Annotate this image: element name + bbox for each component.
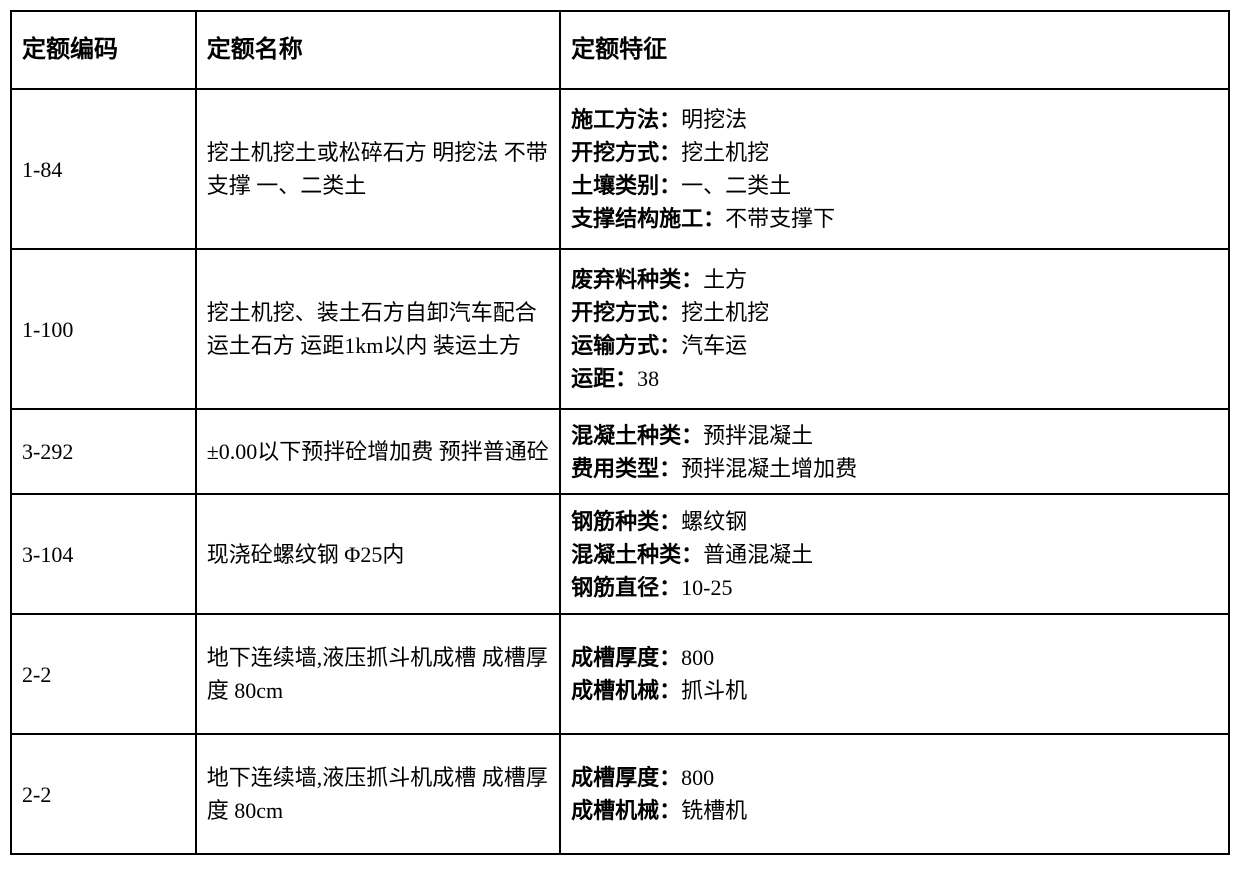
feature-line: 混凝土种类：普通混凝土: [571, 538, 1218, 571]
header-code: 定额编码: [11, 11, 196, 89]
cell-code: 3-292: [11, 409, 196, 494]
feature-value: 不带支撑下: [725, 206, 835, 231]
table-row: 3-292±0.00以下预拌砼增加费 预拌普通砼混凝土种类：预拌混凝土费用类型：…: [11, 409, 1229, 494]
feature-value: 一、二类土: [681, 173, 791, 198]
cell-name: 地下连续墙,液压抓斗机成槽 成槽厚度 80cm: [196, 734, 560, 854]
feature-line: 废弃料种类：土方: [571, 263, 1218, 296]
table-row: 1-100挖土机挖、装土石方自卸汽车配合运土石方 运距1km以内 装运土方废弃料…: [11, 249, 1229, 409]
feature-line: 成槽厚度：800: [571, 761, 1218, 794]
feature-label: 开挖方式：: [571, 300, 681, 325]
table-row: 2-2地下连续墙,液压抓斗机成槽 成槽厚度 80cm成槽厚度：800成槽机械：铣…: [11, 734, 1229, 854]
cell-feature: 成槽厚度：800成槽机械：铣槽机: [560, 734, 1229, 854]
feature-label: 成槽厚度：: [571, 765, 681, 790]
table-row: 3-104现浇砼螺纹钢 Φ25内钢筋种类：螺纹钢混凝土种类：普通混凝土钢筋直径：…: [11, 494, 1229, 614]
feature-label: 成槽机械：: [571, 798, 681, 823]
feature-label: 运距：: [571, 366, 637, 391]
cell-feature: 施工方法：明挖法开挖方式：挖土机挖土壤类别：一、二类土支撑结构施工：不带支撑下: [560, 89, 1229, 249]
feature-line: 支撑结构施工：不带支撑下: [571, 202, 1218, 235]
table-row: 1-84挖土机挖土或松碎石方 明挖法 不带支撑 一、二类土施工方法：明挖法开挖方…: [11, 89, 1229, 249]
cell-feature: 钢筋种类：螺纹钢混凝土种类：普通混凝土钢筋直径：10-25: [560, 494, 1229, 614]
cell-name: 挖土机挖、装土石方自卸汽车配合运土石方 运距1km以内 装运土方: [196, 249, 560, 409]
cell-name: 地下连续墙,液压抓斗机成槽 成槽厚度 80cm: [196, 614, 560, 734]
feature-label: 废弃料种类：: [571, 267, 703, 292]
table-body: 1-84挖土机挖土或松碎石方 明挖法 不带支撑 一、二类土施工方法：明挖法开挖方…: [11, 89, 1229, 854]
header-feature: 定额特征: [560, 11, 1229, 89]
cell-name: ±0.00以下预拌砼增加费 预拌普通砼: [196, 409, 560, 494]
feature-value: 汽车运: [681, 333, 747, 358]
cell-feature: 成槽厚度：800成槽机械：抓斗机: [560, 614, 1229, 734]
feature-value: 抓斗机: [681, 678, 747, 703]
feature-line: 开挖方式：挖土机挖: [571, 136, 1218, 169]
cell-code: 3-104: [11, 494, 196, 614]
feature-value: 普通混凝土: [703, 542, 813, 567]
feature-line: 运输方式：汽车运: [571, 329, 1218, 362]
feature-label: 运输方式：: [571, 333, 681, 358]
feature-label: 混凝土种类：: [571, 423, 703, 448]
feature-line: 开挖方式：挖土机挖: [571, 296, 1218, 329]
feature-value: 预拌混凝土增加费: [681, 456, 857, 481]
feature-value: 螺纹钢: [681, 509, 747, 534]
cell-code: 2-2: [11, 734, 196, 854]
table-row: 2-2地下连续墙,液压抓斗机成槽 成槽厚度 80cm成槽厚度：800成槽机械：抓…: [11, 614, 1229, 734]
feature-line: 成槽厚度：800: [571, 641, 1218, 674]
feature-value: 预拌混凝土: [703, 423, 813, 448]
cell-feature: 废弃料种类：土方开挖方式：挖土机挖运输方式：汽车运运距：38: [560, 249, 1229, 409]
feature-line: 钢筋直径：10-25: [571, 571, 1218, 604]
feature-line: 混凝土种类：预拌混凝土: [571, 419, 1218, 452]
cell-code: 2-2: [11, 614, 196, 734]
feature-label: 开挖方式：: [571, 140, 681, 165]
feature-label: 支撑结构施工：: [571, 206, 725, 231]
feature-label: 土壤类别：: [571, 173, 681, 198]
feature-value: 挖土机挖: [681, 300, 769, 325]
feature-label: 成槽厚度：: [571, 645, 681, 670]
header-name: 定额名称: [196, 11, 560, 89]
table-header-row: 定额编码 定额名称 定额特征: [11, 11, 1229, 89]
feature-line: 土壤类别：一、二类土: [571, 169, 1218, 202]
feature-value: 挖土机挖: [681, 140, 769, 165]
feature-line: 费用类型：预拌混凝土增加费: [571, 452, 1218, 485]
feature-value: 10-25: [681, 575, 732, 600]
feature-value: 明挖法: [681, 107, 747, 132]
cell-name: 挖土机挖土或松碎石方 明挖法 不带支撑 一、二类土: [196, 89, 560, 249]
cell-feature: 混凝土种类：预拌混凝土费用类型：预拌混凝土增加费: [560, 409, 1229, 494]
feature-label: 成槽机械：: [571, 678, 681, 703]
feature-value: 土方: [703, 267, 747, 292]
feature-line: 施工方法：明挖法: [571, 103, 1218, 136]
feature-value: 800: [681, 645, 714, 670]
feature-label: 钢筋种类：: [571, 509, 681, 534]
feature-value: 800: [681, 765, 714, 790]
feature-value: 38: [637, 366, 659, 391]
feature-line: 成槽机械：铣槽机: [571, 794, 1218, 827]
feature-label: 钢筋直径：: [571, 575, 681, 600]
feature-label: 混凝土种类：: [571, 542, 703, 567]
cell-name: 现浇砼螺纹钢 Φ25内: [196, 494, 560, 614]
feature-line: 钢筋种类：螺纹钢: [571, 505, 1218, 538]
cell-code: 1-100: [11, 249, 196, 409]
feature-line: 运距：38: [571, 362, 1218, 395]
cell-code: 1-84: [11, 89, 196, 249]
quota-table: 定额编码 定额名称 定额特征 1-84挖土机挖土或松碎石方 明挖法 不带支撑 一…: [10, 10, 1230, 855]
feature-label: 费用类型：: [571, 456, 681, 481]
feature-label: 施工方法：: [571, 107, 681, 132]
feature-value: 铣槽机: [681, 798, 747, 823]
feature-line: 成槽机械：抓斗机: [571, 674, 1218, 707]
